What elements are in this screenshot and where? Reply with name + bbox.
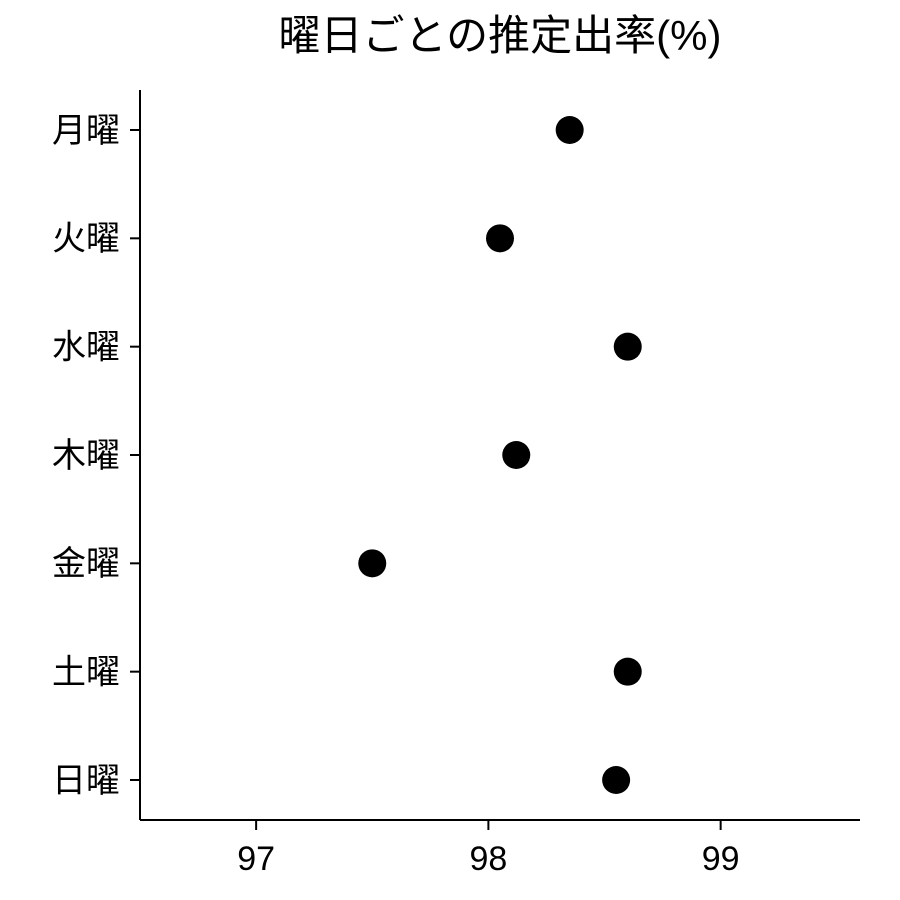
data-point xyxy=(556,116,584,144)
y-tick-label: 金曜 xyxy=(52,545,120,583)
dot-chart: 曜日ごとの推定出率(%) 97 98 99 月曜火曜水曜木曜金曜土曜日曜 xyxy=(0,0,900,900)
y-tick-label: 月曜 xyxy=(52,112,120,150)
y-tick-label: 木曜 xyxy=(52,437,120,475)
y-tick-label: 土曜 xyxy=(52,654,120,692)
y-tick-label: 火曜 xyxy=(52,220,120,258)
x-tick-label: 97 xyxy=(237,840,275,878)
x-tick-label: 99 xyxy=(702,840,740,878)
y-tick-label: 水曜 xyxy=(52,329,120,367)
y-tick-label: 日曜 xyxy=(52,762,120,800)
data-point xyxy=(502,441,530,469)
data-point xyxy=(614,333,642,361)
data-point xyxy=(614,658,642,686)
chart-title: 曜日ごとの推定出率(%) xyxy=(279,12,722,59)
data-point xyxy=(358,549,386,577)
chart-background xyxy=(0,0,900,900)
chart-svg: 曜日ごとの推定出率(%) 97 98 99 月曜火曜水曜木曜金曜土曜日曜 xyxy=(0,0,900,900)
data-point xyxy=(602,766,630,794)
data-point xyxy=(486,224,514,252)
x-tick-label: 98 xyxy=(469,840,507,878)
